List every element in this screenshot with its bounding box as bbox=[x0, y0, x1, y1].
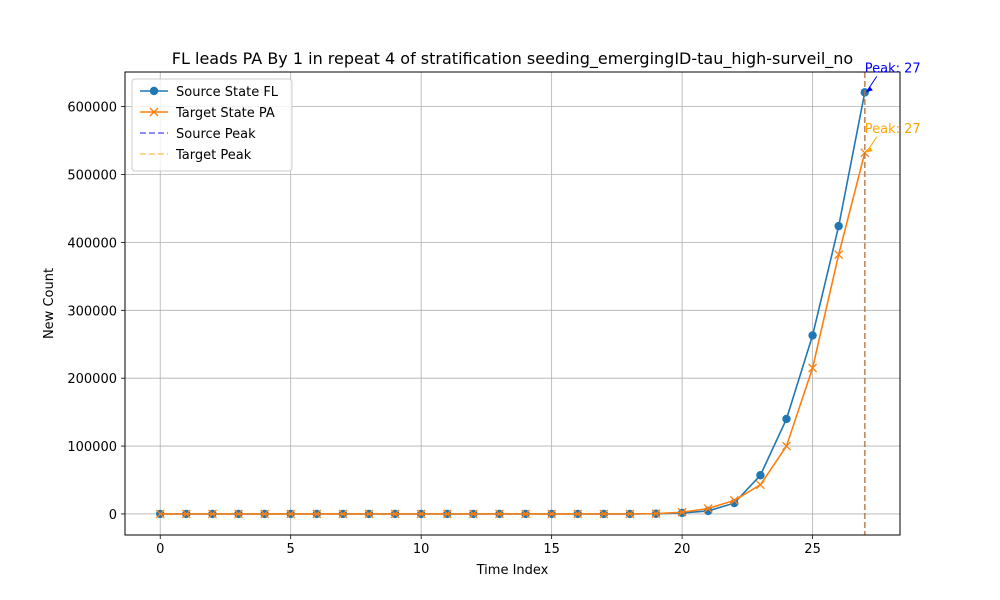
data-point bbox=[468, 509, 478, 519]
data-point bbox=[677, 507, 687, 517]
data-point bbox=[729, 495, 739, 505]
data-point bbox=[181, 509, 191, 519]
data-point bbox=[494, 509, 504, 519]
data-point bbox=[573, 509, 583, 519]
data-point-stroke bbox=[834, 250, 844, 260]
grid bbox=[125, 72, 900, 535]
data-point bbox=[260, 509, 270, 519]
data-point bbox=[521, 509, 531, 519]
series-group bbox=[155, 88, 870, 519]
data-point-stroke bbox=[234, 509, 243, 519]
y-tick-label: 0 bbox=[109, 508, 117, 523]
data-point-stroke bbox=[181, 509, 191, 519]
data-point-stroke bbox=[155, 509, 165, 519]
data-point bbox=[599, 509, 609, 519]
annotation-arrowhead bbox=[865, 146, 873, 153]
annotation-label: Peak: 27 bbox=[865, 61, 921, 76]
data-point bbox=[338, 509, 348, 519]
y-tick-label: 400000 bbox=[67, 236, 117, 251]
data-point-stroke bbox=[312, 509, 322, 519]
data-point bbox=[155, 509, 165, 519]
data-point bbox=[442, 509, 452, 519]
data-point-stroke bbox=[260, 509, 270, 519]
x-tick-label: 0 bbox=[156, 542, 164, 557]
data-point bbox=[416, 509, 426, 519]
legend-item: Target Peak bbox=[140, 148, 252, 163]
legend-label: Target State PA bbox=[175, 106, 275, 121]
data-point bbox=[834, 250, 844, 260]
legend-marker bbox=[149, 107, 159, 117]
data-point-stroke bbox=[599, 509, 609, 519]
legend-label: Source Peak bbox=[176, 127, 256, 142]
x-tick-label: 25 bbox=[804, 542, 821, 557]
data-point-stroke bbox=[338, 509, 348, 519]
data-point bbox=[364, 509, 374, 519]
peak-annotations: Peak: 27 Peak: 27 bbox=[865, 61, 921, 153]
y-axis-label: New Count bbox=[42, 268, 57, 339]
y-tick-label: 300000 bbox=[67, 304, 117, 319]
data-point bbox=[286, 509, 296, 519]
data-point bbox=[808, 331, 817, 340]
data-point bbox=[234, 509, 243, 519]
data-point-stroke bbox=[782, 441, 791, 451]
x-tick-label: 10 bbox=[413, 542, 430, 557]
x-tick-label: 5 bbox=[287, 542, 295, 557]
data-point-stroke bbox=[677, 507, 687, 517]
data-point bbox=[808, 363, 818, 373]
data-point-stroke bbox=[625, 509, 635, 519]
data-point bbox=[782, 414, 791, 424]
data-point bbox=[547, 509, 557, 519]
x-axis-label: Time Index bbox=[476, 563, 549, 578]
data-point-stroke bbox=[547, 509, 557, 519]
y-tick-label: 600000 bbox=[67, 101, 117, 116]
data-point-stroke bbox=[521, 509, 531, 519]
legend: Source State FL Target State PA Source Pea… bbox=[131, 78, 293, 172]
annotation-label: Peak: 27 bbox=[865, 122, 921, 137]
data-point-stroke bbox=[286, 509, 296, 519]
data-point bbox=[651, 509, 661, 519]
legend-label: Target Peak bbox=[175, 148, 252, 163]
data-point bbox=[312, 509, 322, 519]
data-point-stroke bbox=[755, 480, 765, 490]
data-point-stroke bbox=[207, 509, 217, 519]
data-point-stroke bbox=[390, 509, 400, 519]
data-point bbox=[755, 480, 765, 490]
data-point bbox=[390, 509, 400, 519]
data-point bbox=[782, 441, 791, 451]
x-tick-label: 20 bbox=[674, 542, 691, 557]
y-tick-label: 200000 bbox=[67, 372, 117, 387]
legend-item: Target State PA bbox=[140, 106, 275, 121]
legend-item: Source State FL bbox=[140, 85, 279, 100]
data-point bbox=[625, 509, 635, 519]
y-tick-label: 100000 bbox=[67, 440, 117, 455]
data-point-stroke bbox=[808, 363, 818, 373]
data-point-stroke bbox=[364, 509, 374, 519]
data-point bbox=[207, 509, 217, 519]
data-point-stroke bbox=[494, 509, 504, 519]
legend-marker bbox=[149, 86, 159, 96]
data-point-stroke bbox=[651, 509, 661, 519]
legend-item: Source Peak bbox=[140, 127, 256, 142]
annotation-arrowhead bbox=[865, 86, 873, 93]
data-point bbox=[703, 504, 713, 513]
data-point-stroke bbox=[468, 509, 478, 519]
data-point-stroke bbox=[416, 509, 426, 519]
data-point bbox=[834, 221, 843, 231]
data-point-stroke bbox=[573, 509, 583, 519]
data-point-stroke bbox=[442, 509, 452, 519]
chart-title: FL leads PA By 1 in repeat 4 of stratifi… bbox=[172, 49, 853, 69]
legend-box bbox=[131, 78, 293, 172]
data-point-stroke bbox=[703, 504, 713, 513]
axis-ticks: 0 5 10 15 20 25 0 100000 200000 300000 400000 50000… bbox=[67, 101, 820, 557]
x-tick-label: 15 bbox=[543, 542, 560, 557]
plot-frame bbox=[124, 71, 901, 536]
legend-label: Source State FL bbox=[176, 85, 279, 100]
data-point-stroke bbox=[729, 495, 739, 505]
data-point bbox=[756, 471, 765, 480]
y-tick-label: 500000 bbox=[67, 169, 117, 184]
series-line bbox=[160, 152, 866, 515]
